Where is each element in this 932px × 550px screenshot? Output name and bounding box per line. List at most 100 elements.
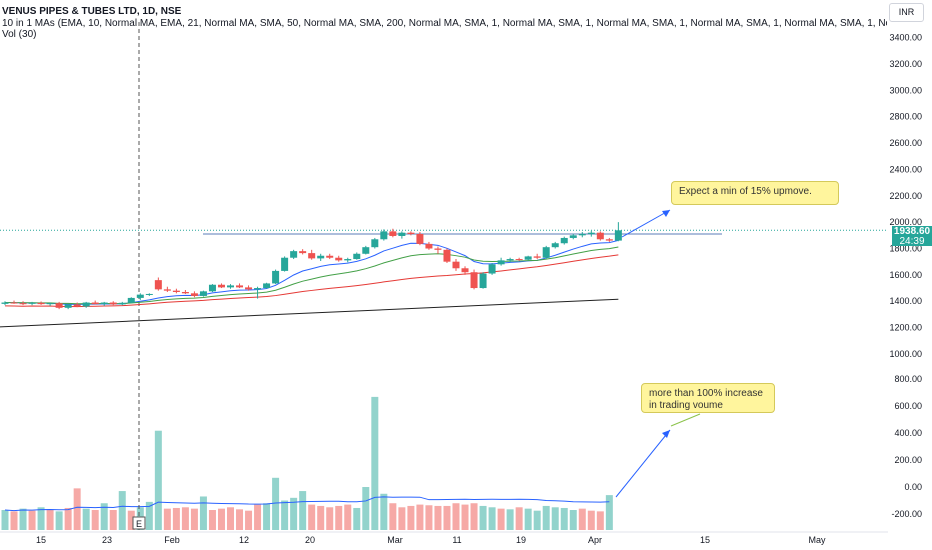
candle-body xyxy=(389,231,397,236)
candle-body xyxy=(614,230,622,241)
candle-body xyxy=(299,251,307,254)
volume-bar xyxy=(326,507,334,530)
time-tick-label: Mar xyxy=(387,535,403,545)
volume-bar xyxy=(434,505,442,530)
candle-body xyxy=(100,302,108,305)
candle-body xyxy=(308,253,316,259)
volume-bar xyxy=(172,507,180,530)
candle-body xyxy=(263,283,271,289)
volume-bar xyxy=(308,504,316,530)
candle-body xyxy=(217,284,225,288)
candle-body xyxy=(371,239,379,248)
volume-bar xyxy=(82,508,90,530)
ma-indicator-legend[interactable]: 10 in 1 MAs (EMA, 10, Normal MA, EMA, 21… xyxy=(2,18,887,29)
candle-body xyxy=(281,257,289,271)
candle-body xyxy=(470,272,478,289)
volume-bar xyxy=(245,510,253,530)
volume-bar xyxy=(443,505,451,530)
candle-body xyxy=(434,248,442,250)
candle-body xyxy=(145,293,153,295)
volume-bar xyxy=(236,509,244,530)
volume-bar xyxy=(560,507,568,530)
time-tick-label: 20 xyxy=(305,535,315,545)
candle-body xyxy=(362,247,370,254)
volume-bar xyxy=(362,487,370,530)
volume-tick-label: 0.00 xyxy=(904,482,922,492)
candle-body xyxy=(596,232,604,240)
time-tick-label: 12 xyxy=(239,535,249,545)
sma50-line xyxy=(4,254,619,308)
candle-body xyxy=(416,234,424,244)
candle-body xyxy=(443,249,451,262)
time-tick-label: Feb xyxy=(164,535,180,545)
volume-bar xyxy=(19,508,27,530)
countdown-tag: 24:39 xyxy=(892,236,932,247)
volume-bar xyxy=(28,510,36,530)
volume-indicator-legend[interactable]: Vol (30) xyxy=(2,29,37,40)
candle-body xyxy=(136,294,144,298)
volume-bar xyxy=(452,503,460,530)
volume-bar xyxy=(1,510,9,530)
candle-body xyxy=(317,255,325,259)
upmove-arrow-line xyxy=(621,209,671,238)
candle-body xyxy=(190,293,198,296)
candle-body xyxy=(254,288,262,290)
volume-callout[interactable]: more than 100% increase in trading voume xyxy=(641,383,775,413)
volume-arrow-line xyxy=(615,429,671,498)
volume-tick-label: 600.00 xyxy=(894,401,922,411)
volume-bar xyxy=(190,508,198,530)
currency-button[interactable]: INR xyxy=(889,3,924,22)
candle-body xyxy=(28,302,36,304)
volume-bar xyxy=(407,505,415,530)
volume-bar xyxy=(64,507,72,530)
volume-bar xyxy=(569,510,577,530)
price-tick-label: 3200.00 xyxy=(889,59,922,69)
upmove-callout[interactable]: Expect a min of 15% upmove. xyxy=(671,181,839,205)
time-tick-label: 15 xyxy=(700,535,710,545)
candle-body xyxy=(10,302,18,304)
earnings-marker[interactable] xyxy=(132,516,146,530)
candle-body xyxy=(587,232,595,235)
volume-bar xyxy=(217,508,225,530)
volume-bar xyxy=(46,509,54,530)
candle-body xyxy=(46,303,54,305)
volume-bar xyxy=(551,507,559,530)
candle-body xyxy=(154,280,162,290)
candle-body xyxy=(37,302,45,305)
volume-bar xyxy=(272,477,280,530)
volume-bar xyxy=(524,508,532,530)
price-tick-label: 2400.00 xyxy=(889,164,922,174)
volume-bar xyxy=(254,504,262,530)
volume-bar xyxy=(416,504,424,530)
volume-arrow-head xyxy=(662,430,670,438)
candle-body xyxy=(551,243,559,248)
time-tick-label: Apr xyxy=(588,535,602,545)
volume-bar xyxy=(605,495,613,530)
volume-bar xyxy=(506,509,514,530)
candle-body xyxy=(497,260,505,265)
volume-bar xyxy=(371,396,379,530)
volume-tick-label: 800.00 xyxy=(894,374,922,384)
candle-body xyxy=(605,239,613,241)
volume-bar xyxy=(145,501,153,530)
candle-body xyxy=(488,264,496,274)
volume-bar xyxy=(317,505,325,530)
volume-bar xyxy=(118,491,126,530)
candle-body xyxy=(425,243,433,249)
volume-bar xyxy=(488,507,496,530)
candle-body xyxy=(326,255,334,258)
candle-body xyxy=(245,287,253,290)
volume-bar xyxy=(389,503,397,530)
volume-bar xyxy=(578,508,586,530)
candle-body xyxy=(109,302,117,305)
volume-bar xyxy=(398,507,406,530)
last-price-tag: 1938.60 xyxy=(892,226,932,237)
volume-bar xyxy=(181,507,189,530)
volume-tick-label: -200.00 xyxy=(891,509,922,519)
candle-body xyxy=(181,291,189,294)
price-tick-label: 3000.00 xyxy=(889,85,922,95)
volume-bar xyxy=(425,505,433,530)
volume-bar xyxy=(281,500,289,530)
volume-bar xyxy=(533,510,541,530)
